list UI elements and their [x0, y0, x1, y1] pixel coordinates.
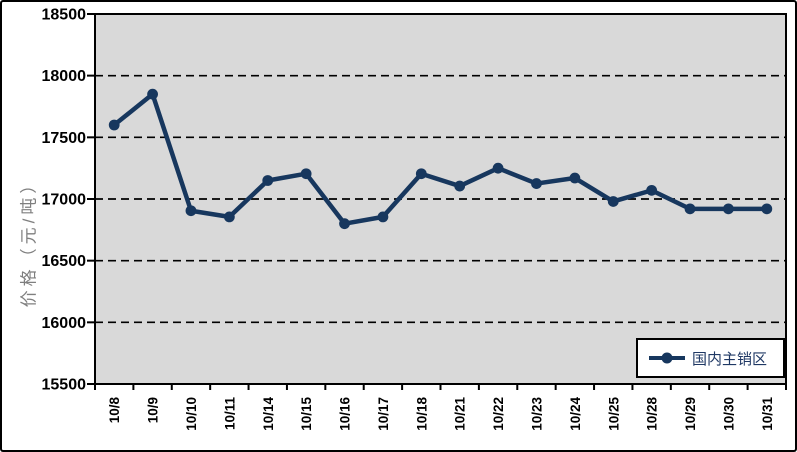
x-tick-label: 10/29 [683, 397, 698, 431]
x-tick-label: 10/14 [261, 397, 276, 431]
data-point-marker [492, 162, 504, 174]
y-tick-label: 16000 [42, 315, 87, 332]
legend-line-sample-icon [649, 352, 685, 364]
x-tick-label: 10/28 [645, 397, 660, 431]
legend-marker-dot-icon [661, 352, 673, 364]
x-tick-label: 10/18 [414, 397, 429, 431]
x-tick-label: 10/30 [721, 397, 736, 431]
data-point-marker [531, 178, 542, 189]
y-tick-label: 15500 [42, 377, 87, 394]
y-tick-label: 17000 [42, 192, 87, 209]
data-point-marker [223, 211, 235, 223]
y-tick-label: 18000 [42, 68, 87, 85]
data-point-marker [147, 88, 158, 100]
x-tick-label: 10/11 [222, 397, 237, 431]
data-point-marker [607, 196, 619, 207]
x-tick-label: 10/15 [299, 397, 314, 431]
y-tick-label: 17500 [42, 130, 87, 147]
x-tick-label: 10/10 [184, 397, 199, 431]
legend-label: 国内主销区 [692, 350, 768, 368]
x-tick-label: 10/24 [568, 397, 583, 431]
x-tick-label: 10/16 [338, 397, 353, 431]
legend: 国内主销区 [636, 338, 785, 378]
data-point-marker [646, 184, 658, 196]
x-tick-label: 10/25 [606, 397, 621, 431]
price-line [111, 91, 770, 226]
x-tick-label: 10/23 [529, 397, 544, 431]
data-point-marker [185, 205, 197, 217]
x-tick-label: 10/22 [491, 397, 506, 431]
data-point-marker [339, 218, 350, 230]
plot-border [94, 13, 787, 385]
y-tick-label: 16500 [42, 253, 87, 270]
data-point-marker [684, 203, 696, 215]
data-point-marker [108, 119, 120, 131]
x-tick-label: 10/9 [146, 397, 161, 423]
data-point-marker [454, 180, 466, 192]
x-tick-label: 10/31 [760, 397, 775, 431]
data-point-marker [262, 175, 274, 186]
data-point-marker [300, 168, 312, 180]
x-tick-label: 10/8 [107, 397, 122, 424]
data-point-marker [415, 168, 427, 180]
x-tick-label: 10/17 [376, 397, 391, 431]
y-axis-title: 价格（元/吨） [19, 172, 39, 308]
data-point-marker [377, 211, 389, 223]
x-tick-label: 10/21 [453, 397, 468, 431]
y-tick-label: 18500 [42, 7, 87, 24]
data-point-marker [723, 203, 734, 215]
data-point-marker [569, 172, 581, 184]
data-point-marker [761, 203, 773, 215]
